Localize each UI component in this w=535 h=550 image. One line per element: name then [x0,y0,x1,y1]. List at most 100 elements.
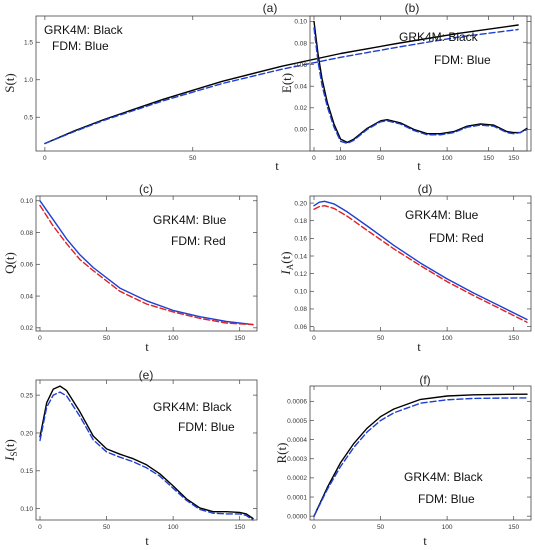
y-tick-label: 0.02 [20,325,33,332]
legend-entry-2: FDM: Blue [52,39,109,53]
y-tick-label: 0.00 [294,127,307,134]
y-tick-label: 0.02 [294,105,307,112]
series-line-1 [39,385,254,520]
legend-entry-2: FDM: Blue [418,492,475,506]
y-tick-label: 0.08 [20,230,33,237]
legend-entry-2: FDM: Red [429,231,484,245]
y-tick-label: 0.25 [20,392,33,399]
x-tick-label: 150 [234,335,245,342]
y-tick-label: 0.10 [294,289,307,296]
x-tick-label: 150 [508,524,519,531]
legend-entry-2: FDM: Red [171,234,226,248]
x-tick-label: 0 [312,524,316,531]
legend-entry-2: FDM: Blue [434,53,491,67]
y-tick-label: 0.0004 [287,437,307,444]
x-axis-label: t [145,339,149,354]
x-tick-label: 100 [442,335,453,342]
x-tick-label: 100 [335,155,346,162]
y-tick-label: 0.06 [294,324,307,331]
y-tick-label: 1.0 [24,77,33,84]
y-tick-label: 0.06 [294,62,307,69]
y-tick-label: 0.20 [294,200,307,207]
panel-label: (e) [139,368,154,382]
x-tick-label: 100 [442,524,453,531]
x-tick-label: 50 [377,155,385,162]
legend-entry-1: GRK4M: Black [404,470,484,484]
y-tick-label: 0.0005 [287,418,307,425]
series-line-2 [313,27,528,145]
panel-label: (b) [405,1,420,15]
x-tick-label: 50 [377,524,385,531]
series-line-1 [313,200,528,321]
chart-panel-3: 0 50 100 150 0.02 0.04 0.06 0.08 0.10 (c) t Q(t) GRK… [2,182,258,354]
x-axis-label: t [423,533,427,548]
y-tick-label: 0.0003 [287,456,307,463]
x-tick-label: 150 [508,335,519,342]
y-tick-label: 0.10 [20,506,33,513]
y-tick-label: 0.16 [294,236,307,243]
x-axis-label: t [275,158,279,173]
y-tick-label: 0.14 [294,253,307,260]
y-tick-label: 0.20 [20,430,33,437]
legend-entry-1: GRK4M: Black [153,400,233,414]
y-tick-label: 0.10 [294,19,307,26]
legend-entry-1: GRK4M: Blue [405,208,479,222]
y-tick-label: 0.06 [20,262,33,269]
x-tick-label: 50 [377,335,385,342]
y-axis-label: E(t) [279,73,294,93]
y-tick-label: 0.04 [20,293,33,300]
y-axis-label: S(t) [2,73,17,93]
x-tick-label: 100 [168,524,179,531]
y-tick-label: 0.08 [294,306,307,313]
x-axis-label: t [145,533,149,548]
panel-label: (c) [139,182,153,196]
y-tick-label: 0.0000 [287,513,307,520]
x-tick-label: 0 [38,524,42,531]
series-line-2 [39,391,254,521]
legend-entry-1: GRK4M: Black [44,23,124,37]
series-line-1 [313,20,528,144]
series-line-2 [313,205,528,323]
plot-frame [35,15,528,152]
x-tick-label: 0 [312,155,316,162]
legend-entry-2: FDM: Blue [178,420,235,434]
y-axis-label: R(t) [274,443,289,464]
y-tick-label: 0.15 [20,468,33,475]
x-tick-label: 150 [508,155,519,162]
x-tick-label: 0 [38,335,42,342]
y-axis-label: IA(t) [278,251,295,275]
series-line-1 [39,200,254,326]
chart-panel-4: 0 50 100 150 0.06 0.08 0.10 0.12 0.14 0.16 0.18 0.2… [278,182,532,354]
legend-entry-1: GRK4M: Black [399,30,479,44]
y-axis-label: IS(t) [2,439,19,462]
series-line-1 [313,393,528,517]
x-tick-label: 100 [168,335,179,342]
x-tick-label: 0 [312,335,316,342]
y-tick-label: 0.08 [294,40,307,47]
y-axis-label: Q(t) [2,252,17,274]
y-tick-label: 1.5 [24,40,33,47]
plot-frame [35,379,258,521]
series-line-2 [44,28,519,145]
series-line-2 [313,397,528,517]
x-axis-label: t [417,339,421,354]
series-line-2 [39,204,254,326]
x-tick-label: 50 [103,335,111,342]
series-line-1 [44,24,519,145]
y-tick-label: 0.5 [24,115,33,122]
plot-frame [309,195,532,332]
panel-label: (d) [418,182,433,196]
x-tick-label: 0 [43,155,47,162]
y-tick-label: 0.10 [20,198,33,205]
x-tick-label: 150 [483,155,494,162]
x-tick-label: 50 [189,155,197,162]
chart-panel-6: 0 50 100 150 0.0000 0.0001 0.0002 0.0003 0.0004 0… [274,373,532,548]
y-tick-label: 0.18 [294,218,307,225]
y-tick-label: 0.0001 [287,494,307,501]
x-tick-label: 150 [234,524,245,531]
y-tick-label: 0.0006 [287,399,307,406]
plot-frame [309,385,532,521]
chart-panel-2: 0 50 100 150 0.00 0.02 0.04 0.06 0.08 0.10 (b) t E(t… [279,1,532,173]
plot-frame [309,15,532,152]
